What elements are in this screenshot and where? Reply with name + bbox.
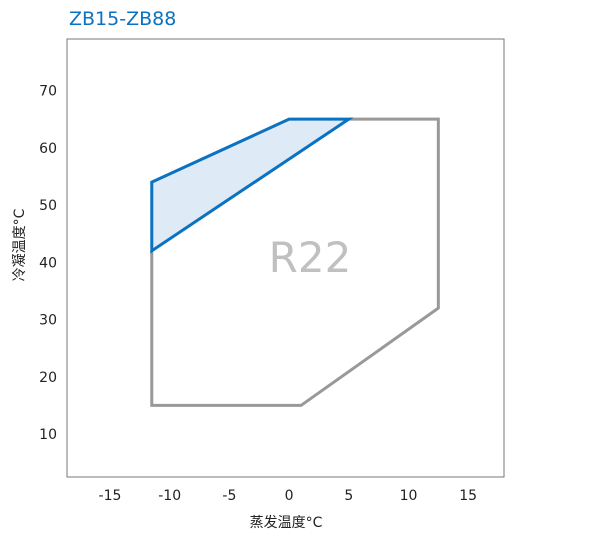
refrigerant-label: R22: [269, 233, 352, 282]
x-tick-label: -15: [99, 488, 122, 504]
y-tick-label: 60: [39, 141, 57, 157]
x-axis-label: 蒸发温度°C: [250, 515, 323, 531]
y-tick-label: 10: [39, 427, 57, 443]
y-axis-label: 冷凝温度°C: [12, 208, 28, 281]
y-tick-label: 40: [39, 255, 57, 271]
x-tick-label: -5: [222, 488, 236, 504]
x-tick-label: -10: [158, 488, 181, 504]
highlight-area: [150, 117, 354, 254]
x-tick-label: 10: [400, 488, 418, 504]
x-tick-label: 15: [459, 488, 477, 504]
plot-frame: [66, 38, 505, 478]
y-tick-label: 50: [39, 198, 57, 214]
y-tick-label: 30: [39, 313, 57, 329]
x-tick-label: 0: [285, 488, 294, 504]
x-tick-label: 5: [344, 488, 353, 504]
y-tick-label: 20: [39, 370, 57, 386]
y-tick-label: 70: [39, 84, 57, 100]
envelope-line: [150, 117, 440, 407]
chart-title: ZB15-ZB88: [69, 8, 176, 30]
